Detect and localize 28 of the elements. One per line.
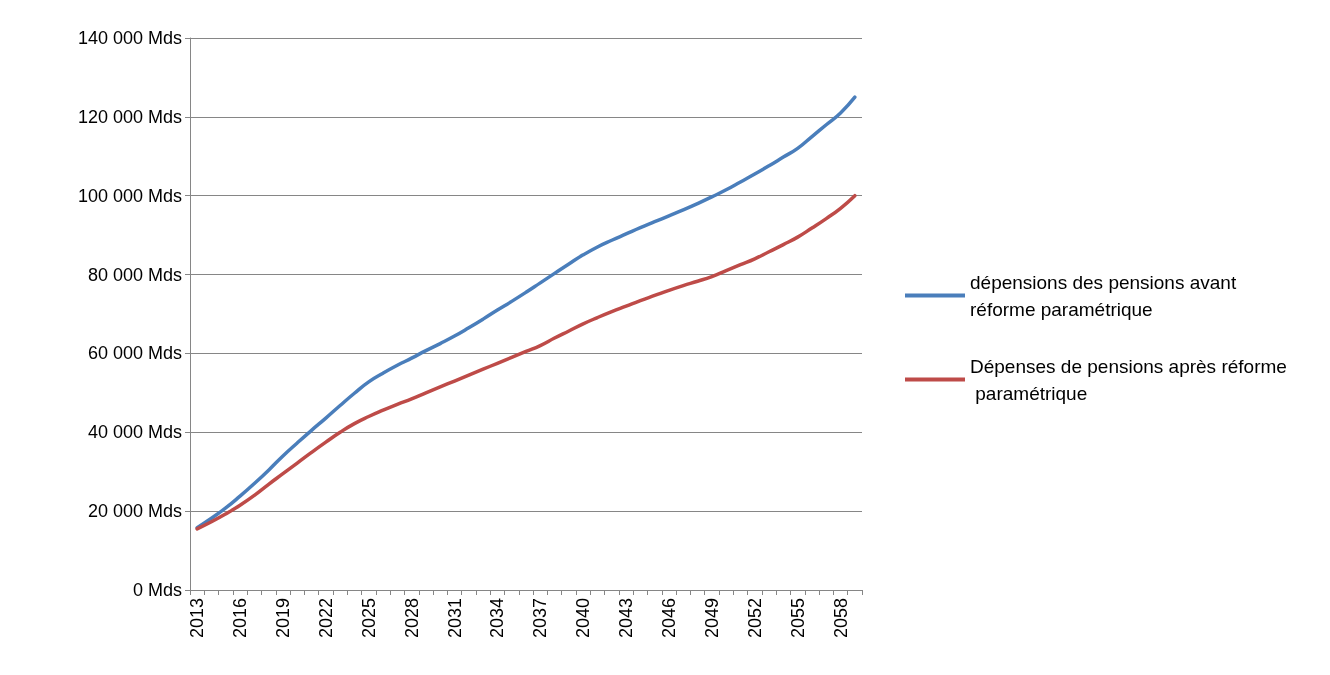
legend-label: Dépenses de pensions après réforme paramétrique [970, 355, 1287, 404]
legend-label: dépensions des pensions avant réforme paramétrique [970, 271, 1242, 320]
x-tick-label: 2037 [530, 598, 551, 639]
y-tick-label: 0 Mds [132, 580, 182, 600]
x-tick-label: 2028 [401, 598, 422, 639]
x-tick-label: 2025 [358, 598, 379, 639]
x-tick-label: 2022 [315, 598, 336, 639]
x-tick-label: 2040 [573, 598, 594, 639]
y-tick-label: 100 000 Mds [77, 185, 182, 206]
x-tick-label: 2031 [444, 598, 465, 639]
x-tick-label: 2049 [701, 598, 722, 639]
y-tick-label: 80 000 Mds [87, 264, 182, 285]
x-tick-label: 2052 [744, 598, 765, 639]
x-tick-label: 2016 [230, 598, 251, 639]
y-tick-label: 140 000 Mds [77, 28, 182, 48]
line-series [195, 95, 857, 530]
x-tick-label: 2019 [272, 598, 293, 639]
x-tick-label: 2043 [616, 598, 637, 639]
y-tick-label: 120 000 Mds [77, 106, 182, 127]
x-tick-label: 2058 [830, 598, 851, 639]
x-tick-label: 2055 [787, 598, 808, 639]
y-tick-label: 20 000 Mds [87, 501, 182, 522]
x-tick-label: 2034 [487, 598, 508, 639]
line-series [195, 193, 857, 531]
y-tick-label: 40 000 Mds [87, 422, 182, 443]
x-tick-label: 2046 [658, 598, 679, 639]
y-tick-label: 60 000 Mds [87, 343, 182, 364]
x-tick-label: 2013 [187, 598, 208, 639]
